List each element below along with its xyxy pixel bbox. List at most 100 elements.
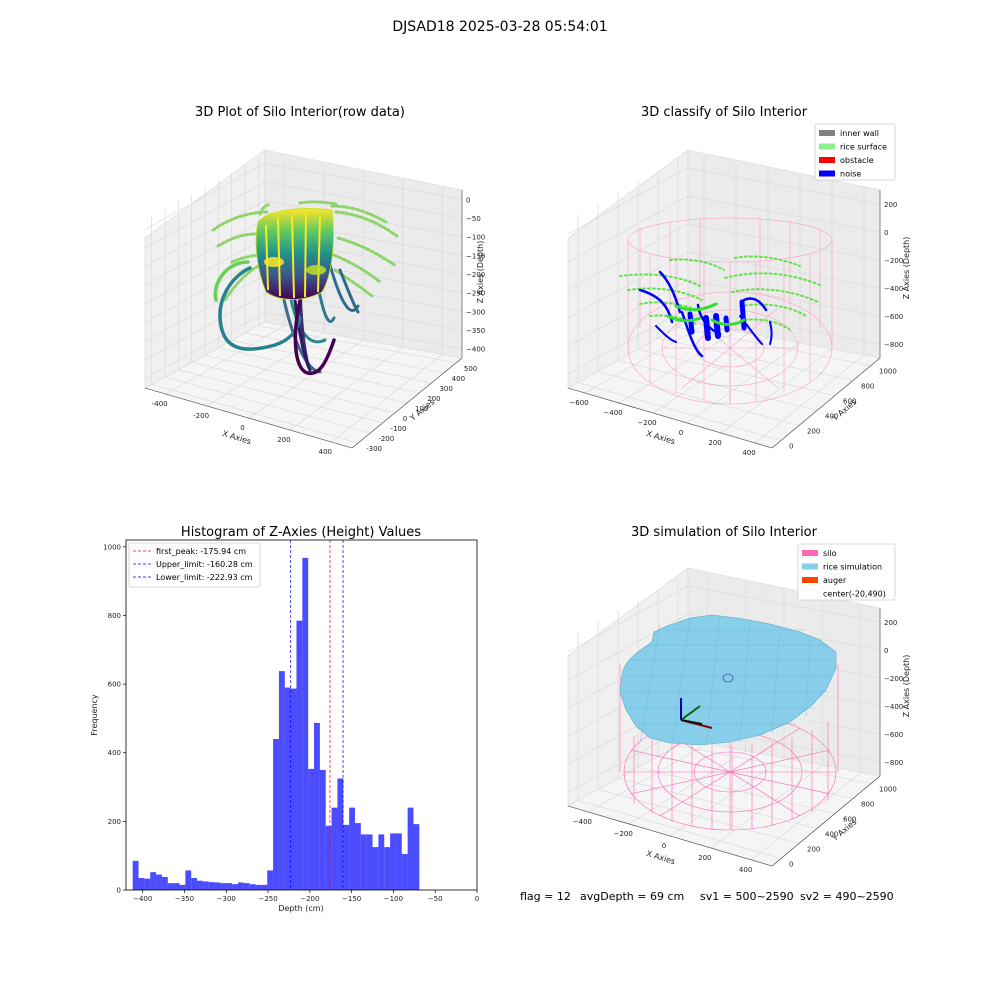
- histogram-bar: [390, 833, 396, 890]
- z-tick-label: −200: [884, 675, 903, 683]
- histogram-bar: [331, 807, 338, 890]
- classify-xlabel: X Axies: [645, 429, 676, 446]
- gridline: [754, 354, 865, 444]
- z-tick-label: −50: [466, 215, 481, 223]
- z-tick-label: 200: [884, 201, 897, 209]
- histogram-bar: [179, 884, 186, 890]
- gridline: [597, 789, 800, 844]
- legend-swatch: [802, 550, 818, 556]
- classify-gridlines: [567, 157, 881, 444]
- histogram-bar: [290, 688, 297, 890]
- histogram-xlabel: Depth (cm): [278, 904, 323, 913]
- histogram-bar: [237, 882, 244, 890]
- x-tick-label: 400: [739, 866, 752, 874]
- histogram-bar: [161, 876, 168, 890]
- raw-axis-lines: [144, 190, 463, 449]
- gridline: [567, 613, 881, 681]
- y-tick-label: 400: [108, 749, 121, 757]
- z-tick-label: 0: [884, 229, 888, 237]
- x-tick-label: −400: [133, 895, 152, 903]
- gridline: [677, 745, 872, 784]
- histogram-bar: [208, 882, 215, 890]
- gridline: [178, 369, 383, 424]
- y-tick-label: 800: [861, 383, 874, 391]
- gridline: [144, 312, 463, 379]
- legend-label: noise: [840, 170, 861, 179]
- gridline: [151, 384, 359, 444]
- histogram-bar: [384, 847, 391, 890]
- gridline: [144, 181, 463, 249]
- gridline: [144, 293, 463, 361]
- x-tick-label: 200: [698, 854, 711, 862]
- simulation-panel-title: 3D simulation of Silo Interior: [631, 525, 818, 540]
- legend-swatch: [819, 170, 835, 177]
- classify-tick-labels: −600 −400 −200 0 200 400 0 200 400 600 800 1000 200 0…: [569, 201, 903, 457]
- sv2-text: sv2 = 490~2590: [800, 890, 894, 903]
- x-tick-label: −150: [342, 895, 361, 903]
- histogram-bars: [132, 557, 420, 890]
- histogram-bar: [343, 824, 350, 890]
- legend-swatch: [819, 157, 835, 163]
- legend-label: rice surface: [840, 143, 887, 152]
- y-tick-label: 1000: [879, 786, 897, 794]
- legend-swatch: [802, 563, 818, 570]
- histogram-bar: [284, 687, 291, 890]
- classify-panel-title: 3D classify of Silo Interior: [641, 105, 808, 120]
- x-tick-label: −400: [603, 409, 622, 417]
- histogram-bar: [191, 877, 198, 890]
- legend-label: silo: [823, 549, 837, 558]
- z-tick-label: 0: [466, 196, 470, 204]
- histogram-bar: [378, 834, 385, 890]
- x-tick-label: 0: [679, 429, 683, 437]
- raw-long-arcs: [213, 260, 360, 376]
- z-tick-label: −150: [466, 252, 485, 260]
- classify-legend: inner wall rice surface obstacle noise: [814, 123, 896, 181]
- gridline: [618, 330, 737, 404]
- y-tick-label: 0: [403, 415, 407, 423]
- gridline: [144, 200, 463, 267]
- histogram-bar: [413, 824, 420, 890]
- gridline: [144, 163, 463, 230]
- y-tick-label: 400: [825, 831, 838, 839]
- y-tick-label: 600: [108, 681, 121, 689]
- histogram-bar: [395, 833, 402, 890]
- histogram-bar: [319, 769, 326, 890]
- gridline: [669, 757, 785, 837]
- histogram-bar: [173, 883, 180, 890]
- x-tick-label: −200: [614, 830, 633, 838]
- histogram-legend: first_peak: -175.94 cm Upper_limit: -160.…: [128, 542, 261, 588]
- gridline: [584, 324, 705, 394]
- histogram-legend-label: first_peak: -175.94 cm: [156, 547, 246, 556]
- legend-label: rice simulation: [823, 563, 882, 572]
- y-tick-label: 200: [807, 846, 820, 854]
- classify-zlabel: Z Axies (Depth): [902, 237, 911, 300]
- x-tick-label: −200: [300, 895, 319, 903]
- histogram-ticks: −400 −350 −300 −250 −200 −150 −100 −50 0 0 200 400 6…: [103, 543, 479, 903]
- histogram-bar: [308, 768, 315, 890]
- y-tick-label: 800: [108, 612, 121, 620]
- legend-label: auger: [823, 576, 847, 585]
- raw-point-cloud: [211, 200, 399, 376]
- y-tick-label: 600: [843, 398, 856, 406]
- raw-3d-panel: 3D Plot of Silo Interior(row data): [144, 105, 485, 456]
- histogram-bar: [226, 883, 233, 890]
- raw-zlabel: Z Axies (Depth): [476, 241, 485, 304]
- y-tick-label: 500: [464, 365, 477, 373]
- flag-text: flag = 12: [520, 890, 571, 903]
- histogram-bar: [337, 778, 344, 890]
- y-tick-label: 1000: [103, 543, 121, 551]
- z-tick-label: −800: [884, 341, 903, 349]
- classify-3d-panel: 3D classify of Silo Interior: [567, 105, 911, 457]
- gridline: [577, 382, 782, 441]
- z-tick-label: −100: [466, 234, 485, 242]
- z-tick-label: −400: [466, 346, 485, 354]
- histogram-bar: [325, 825, 332, 890]
- y-tick-label: -100: [391, 425, 407, 433]
- histogram-bar: [132, 860, 139, 890]
- histogram-bar: [138, 877, 145, 890]
- histogram-frame: [125, 539, 478, 891]
- x-tick-label: 0: [475, 895, 479, 903]
- gridline: [244, 332, 444, 374]
